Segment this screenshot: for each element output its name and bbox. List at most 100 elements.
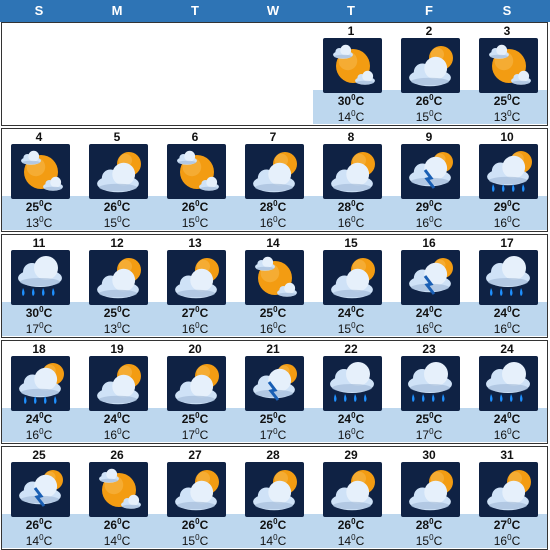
rain-icon <box>479 250 538 305</box>
high-temperature: 280C <box>259 199 287 215</box>
day-cell: 8 280C 160C <box>312 128 390 232</box>
day-number: 2 <box>425 24 433 38</box>
low-temperature: 130C <box>25 215 53 231</box>
partly-cloudy-icon <box>167 462 226 517</box>
thunderstorm-icon <box>11 462 70 517</box>
day-number: 15 <box>344 236 358 250</box>
low-temperature: 160C <box>415 215 443 231</box>
high-temperature: 250C <box>415 411 443 427</box>
high-temperature: 240C <box>337 305 365 321</box>
day-number: 16 <box>422 236 436 250</box>
day-number: 13 <box>188 236 202 250</box>
high-temperature: 250C <box>103 305 131 321</box>
day-number: 17 <box>500 236 514 250</box>
low-temperature: 160C <box>493 427 521 443</box>
day-number: 21 <box>266 342 280 356</box>
week-row <box>1 234 548 338</box>
sun-cloud-icon <box>245 250 304 305</box>
high-temperature: 300C <box>337 93 365 109</box>
sun-rain-icon <box>11 356 70 411</box>
temperature-band <box>313 90 548 124</box>
low-temperature: 140C <box>259 533 287 549</box>
day-cell: 16 240C 160C <box>390 234 468 338</box>
day-number: 28 <box>266 448 280 462</box>
low-temperature: 150C <box>103 215 131 231</box>
day-number: 6 <box>191 130 199 144</box>
day-cell: 28 260C 140C <box>234 446 312 550</box>
day-number: 14 <box>266 236 280 250</box>
day-number: 25 <box>32 448 46 462</box>
day-cell: 20 250C 170C <box>156 340 234 444</box>
day-cell: 12 250C 130C <box>78 234 156 338</box>
day-cell: 25 260C 140C <box>0 446 78 550</box>
high-temperature: 250C <box>181 411 209 427</box>
partly-cloudy-icon <box>89 250 148 305</box>
day-number: 10 <box>500 130 514 144</box>
day-cell: 6 260C 150C <box>156 128 234 232</box>
rain-icon <box>323 356 382 411</box>
rain-icon <box>479 356 538 411</box>
day-number: 9 <box>425 130 433 144</box>
partly-cloudy-icon <box>245 462 304 517</box>
day-number: 19 <box>110 342 124 356</box>
day-cell: 22 240C 160C <box>312 340 390 444</box>
sun-rain-icon <box>479 144 538 199</box>
low-temperature: 130C <box>493 109 521 125</box>
day-cell: 3 250C 130C <box>468 22 546 126</box>
rain-icon <box>11 250 70 305</box>
high-temperature: 250C <box>259 305 287 321</box>
day-cell: 1 300C 140C <box>312 22 390 126</box>
day-number: 29 <box>344 448 358 462</box>
partly-cloudy-icon <box>89 356 148 411</box>
day-cell: 27 260C 150C <box>156 446 234 550</box>
sun-cloud-icon <box>11 144 70 199</box>
day-cell: 19 240C 160C <box>78 340 156 444</box>
low-temperature: 150C <box>181 533 209 549</box>
day-number: 1 <box>347 24 355 38</box>
day-number: 26 <box>110 448 124 462</box>
day-cell: 18 240C 160C <box>0 340 78 444</box>
low-temperature: 170C <box>415 427 443 443</box>
day-cell: 23 250C 170C <box>390 340 468 444</box>
partly-cloudy-icon <box>245 144 304 199</box>
day-cell: 10 290C 160C <box>468 128 546 232</box>
high-temperature: 300C <box>25 305 53 321</box>
high-temperature: 240C <box>493 305 521 321</box>
day-number: 7 <box>269 130 277 144</box>
high-temperature: 280C <box>337 199 365 215</box>
low-temperature: 160C <box>415 321 443 337</box>
day-cell: 17 240C 160C <box>468 234 546 338</box>
day-number: 30 <box>422 448 436 462</box>
high-temperature: 260C <box>259 517 287 533</box>
day-cell: 14 250C 160C <box>234 234 312 338</box>
high-temperature: 250C <box>259 411 287 427</box>
weekday-label: S <box>502 3 512 18</box>
day-number: 4 <box>35 130 43 144</box>
low-temperature: 160C <box>25 427 53 443</box>
low-temperature: 160C <box>337 427 365 443</box>
high-temperature: 290C <box>493 199 521 215</box>
low-temperature: 160C <box>337 215 365 231</box>
low-temperature: 150C <box>415 109 443 125</box>
low-temperature: 170C <box>181 427 209 443</box>
thunderstorm-icon <box>401 144 460 199</box>
high-temperature: 280C <box>415 517 443 533</box>
day-cell: 9 290C 160C <box>390 128 468 232</box>
high-temperature: 260C <box>415 93 443 109</box>
week-row <box>1 340 548 444</box>
sun-cloud-icon <box>167 144 226 199</box>
day-cell: 15 240C 150C <box>312 234 390 338</box>
low-temperature: 160C <box>181 321 209 337</box>
day-number: 27 <box>188 448 202 462</box>
high-temperature: 260C <box>103 517 131 533</box>
partly-cloudy-icon <box>323 250 382 305</box>
day-cell: 2 260C 150C <box>390 22 468 126</box>
day-cell: 4 250C 130C <box>0 128 78 232</box>
week-row <box>1 22 548 126</box>
day-number: 23 <box>422 342 436 356</box>
day-number: 22 <box>344 342 358 356</box>
partly-cloudy-icon <box>479 462 538 517</box>
low-temperature: 160C <box>259 321 287 337</box>
low-temperature: 150C <box>181 215 209 231</box>
temperature-band <box>1 196 548 230</box>
